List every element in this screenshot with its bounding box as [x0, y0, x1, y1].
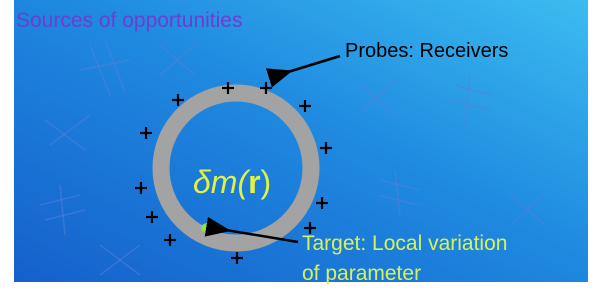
probes-label: Probes: Receivers	[345, 40, 508, 62]
formula-head: δm(	[193, 164, 251, 200]
formula-tail: )	[261, 164, 272, 200]
slide: Sources of opportunities Probes: Receive…	[0, 0, 595, 294]
target-spot	[201, 223, 215, 233]
target-label: of parameter	[302, 262, 421, 285]
formula: δm(r)	[193, 164, 271, 200]
target-label: Target: Local variation	[302, 232, 507, 255]
title: Sources of opportunities	[16, 9, 242, 32]
formula-arg: r	[248, 164, 260, 200]
